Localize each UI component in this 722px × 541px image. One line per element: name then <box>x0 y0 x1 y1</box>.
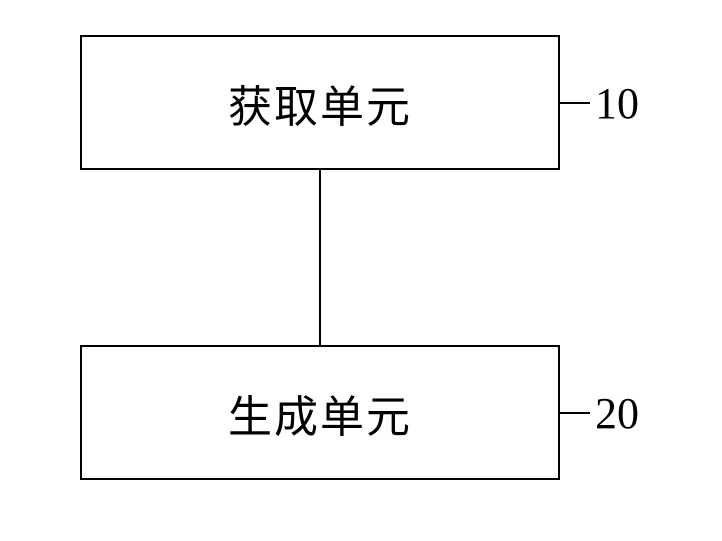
node-1-label: 获取单元 <box>228 71 412 135</box>
node-2-ref-tick <box>560 412 590 414</box>
node-2-ref-number: 20 <box>595 388 639 439</box>
flowchart-node-1: 获取单元 <box>80 35 560 170</box>
node-2-label: 生成单元 <box>228 381 412 445</box>
node-1-ref-tick <box>560 102 590 104</box>
node-1-ref-number: 10 <box>595 78 639 129</box>
flowchart-node-2: 生成单元 <box>80 345 560 480</box>
edge-1-2 <box>319 170 321 345</box>
